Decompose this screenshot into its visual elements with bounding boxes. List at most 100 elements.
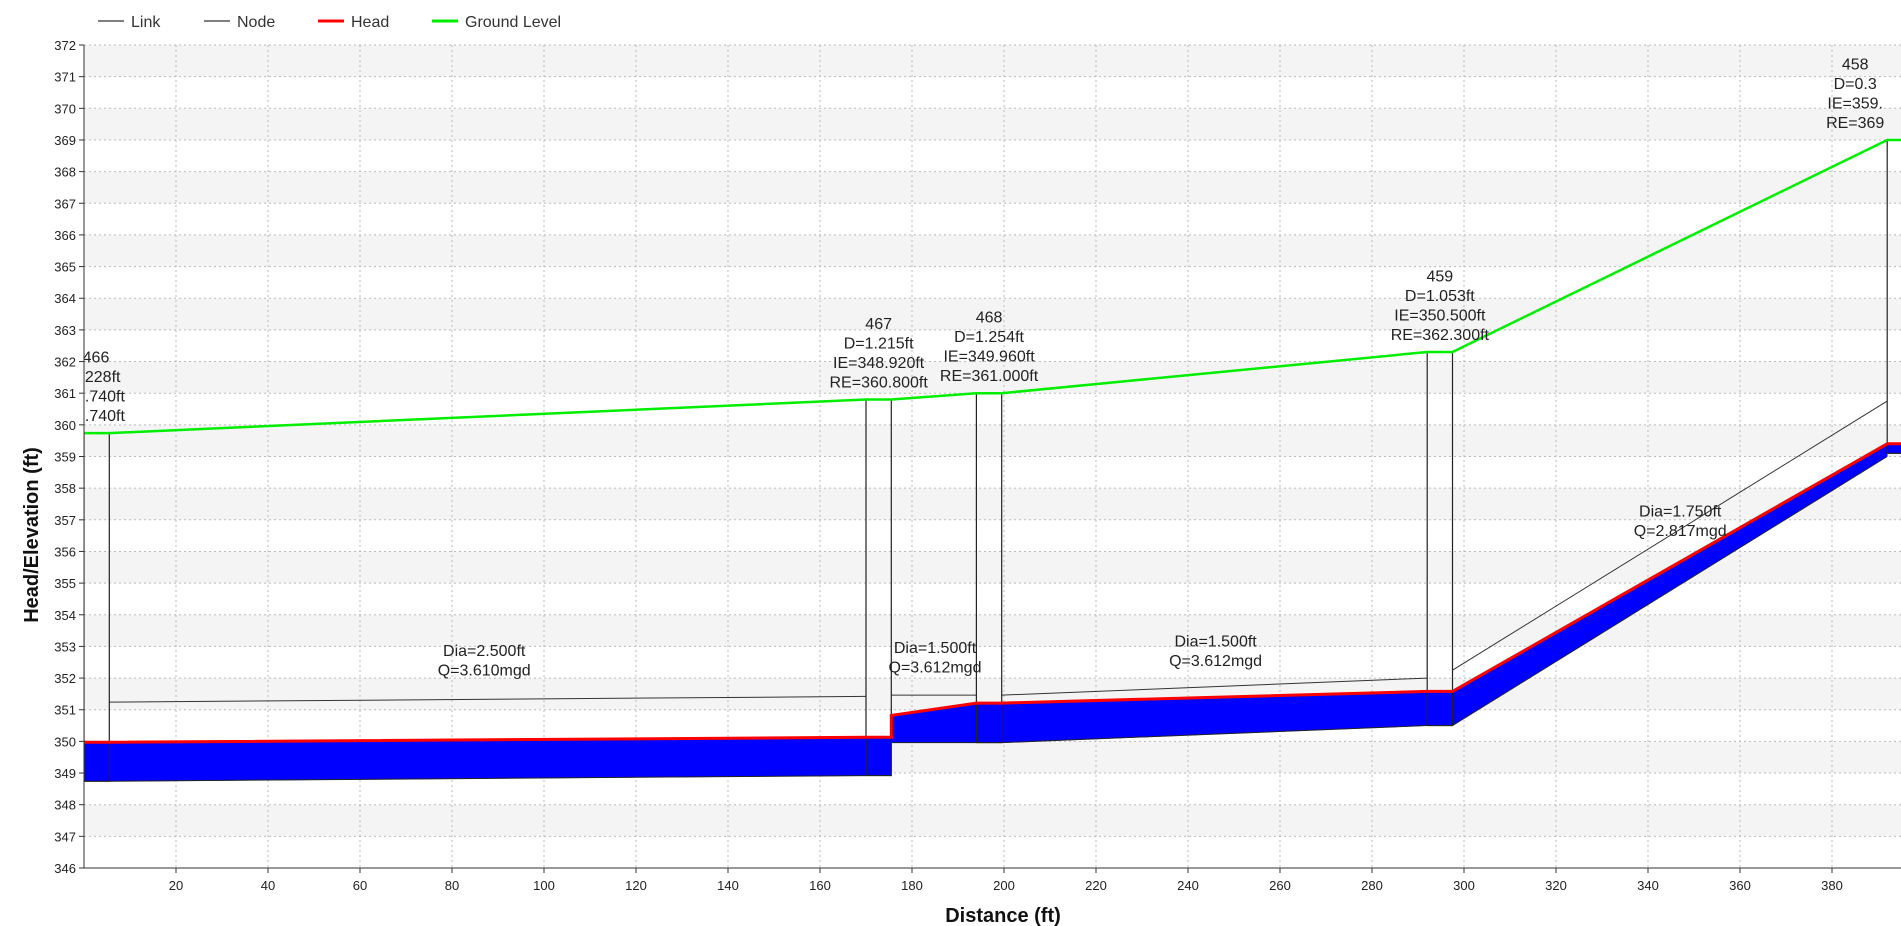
link-crown-line: [109, 695, 867, 703]
ground-level: [84, 138, 1901, 435]
y-tick-label: 355: [54, 576, 76, 591]
y-tick-label: 353: [54, 639, 76, 654]
plot-band: [84, 329, 1901, 362]
y-tick-label: 351: [54, 703, 76, 718]
legend-label-node: Node: [237, 14, 275, 31]
link-3-label: Dia=1.750ft Q=2.817mgd: [1634, 504, 1727, 541]
y-tick-label: 367: [54, 196, 76, 211]
link-invert-line: [1452, 456, 1888, 726]
links: [109, 400, 1888, 782]
x-tick-label: 220: [1085, 878, 1107, 893]
y-tick-label: 347: [54, 829, 76, 844]
x-tick-label: 260: [1269, 878, 1291, 893]
link-label-line: Q=2.817mgd: [1634, 523, 1727, 540]
x-tick-label: 340: [1637, 878, 1659, 893]
node-459-label: 459 D=1.053ft IE=350.500ft RE=362.300ft: [1391, 269, 1490, 345]
y-tick-label: 362: [54, 355, 76, 370]
y-tick-label: 346: [54, 861, 76, 876]
y-tick-label: 363: [54, 323, 76, 338]
node-label-line: 48.740ft: [67, 389, 125, 406]
node-label-line: 1.228ft: [72, 369, 121, 386]
legend: Link Node Head Ground Level: [98, 14, 561, 31]
annotations: 466 1.228ft 48.740ft 59.740ft 467 D=1.215ft IE…: [67, 56, 1884, 679]
link-1-label: Dia=1.500ft Q=3.612mgd: [889, 640, 982, 677]
plot-band: [84, 203, 1901, 235]
head-line: [84, 442, 1901, 744]
x-tick-label: 60: [353, 878, 367, 893]
plot-band: [84, 519, 1901, 552]
y-tick-label: 361: [54, 386, 76, 401]
plot-band: [84, 488, 1901, 520]
node-467-label: 467 D=1.215ft IE=348.920ft RE=360.800ft: [830, 316, 929, 392]
node-label-line: D=1.215ft: [844, 336, 914, 353]
link-label-line: Dia=1.500ft: [1174, 633, 1257, 650]
x-tick-label: 380: [1821, 878, 1843, 893]
link-label-line: Dia=1.750ft: [1639, 504, 1722, 521]
y-tick-label: 366: [54, 228, 76, 243]
node-label-line: RE=361.000ft: [940, 368, 1039, 385]
node-468-label: 468 D=1.254ft IE=349.960ft RE=361.000ft: [940, 310, 1039, 386]
y-tick-label: 356: [54, 544, 76, 559]
plot-band: [84, 234, 1901, 267]
flow-fill: [109, 737, 867, 782]
x-tick-label: 360: [1729, 878, 1751, 893]
y-tick-label: 358: [54, 481, 76, 496]
node-label-line: RE=362.300ft: [1391, 327, 1490, 344]
legend-label-ground-level: Ground Level: [465, 14, 561, 31]
y-tick-label: 371: [54, 70, 76, 85]
ground-level-line: [84, 138, 1901, 435]
y-tick-label: 365: [54, 260, 76, 275]
flow-fill: [865, 737, 892, 776]
node-label-line: D=1.254ft: [954, 329, 1024, 346]
link-2-label: Dia=1.500ft Q=3.612mgd: [1169, 633, 1262, 670]
y-tick-label: 364: [54, 291, 76, 306]
y-tick-label: 354: [54, 608, 76, 623]
legend-label-head: Head: [351, 14, 389, 31]
plot-band: [84, 171, 1901, 204]
axes: 346 347 348 349 350 351 352 353 354 355 356 357 358 3…: [54, 38, 1901, 893]
node-label-line: IE=348.920ft: [833, 355, 925, 372]
node-label-line: IE=349.960ft: [943, 349, 1035, 366]
node-label-line: D=1.053ft: [1405, 288, 1475, 305]
legend-label-link: Link: [131, 14, 161, 31]
link-invert-line: [109, 775, 867, 782]
y-axis-title: Head/Elevation (ft): [21, 447, 43, 623]
x-axis-title: Distance (ft): [945, 905, 1061, 926]
plot-band: [84, 551, 1901, 584]
node-label-line: RE=360.800ft: [830, 375, 929, 392]
plot-band: [84, 646, 1901, 679]
plot-band: [84, 614, 1901, 647]
flow-fill: [976, 702, 1002, 743]
y-tick-label: 369: [54, 133, 76, 148]
link-label-line: Dia=2.500ft: [443, 643, 526, 660]
node-label-line: 467: [865, 316, 892, 333]
flow-fill: [84, 742, 110, 782]
node-label-line: 459: [1426, 269, 1453, 286]
plot-band: [84, 456, 1901, 489]
plot-band: [84, 76, 1901, 109]
link-label-line: Q=3.612mgd: [889, 659, 982, 676]
x-tick-label: 140: [717, 878, 739, 893]
y-tick-label: 352: [54, 671, 76, 686]
node-label-line: 59.740ft: [67, 408, 125, 425]
x-tick-label: 240: [1177, 878, 1199, 893]
link-label-line: Q=3.612mgd: [1169, 653, 1262, 670]
link-label-line: Dia=1.500ft: [894, 640, 977, 657]
y-tick-label: 368: [54, 165, 76, 180]
head-line: [84, 442, 1901, 744]
x-tick-label: 180: [901, 878, 923, 893]
node-458-label: 458 D=0.3 IE=359. RE=369: [1826, 56, 1884, 132]
plot-band: [84, 424, 1901, 457]
link-label-line: Q=3.610mgd: [438, 662, 531, 679]
node-466-label: 466 1.228ft 48.740ft 59.740ft: [67, 350, 125, 426]
node-label-line: IE=350.500ft: [1394, 308, 1486, 325]
x-tick-label: 80: [445, 878, 459, 893]
x-tick-label: 160: [809, 878, 831, 893]
flow-area: [84, 443, 1901, 782]
node-label-line: IE=359.: [1827, 95, 1883, 112]
x-tick-label: 120: [625, 878, 647, 893]
y-tick-label: 370: [54, 101, 76, 116]
y-tick-label: 360: [54, 418, 76, 433]
node-label-line: 468: [976, 310, 1003, 327]
